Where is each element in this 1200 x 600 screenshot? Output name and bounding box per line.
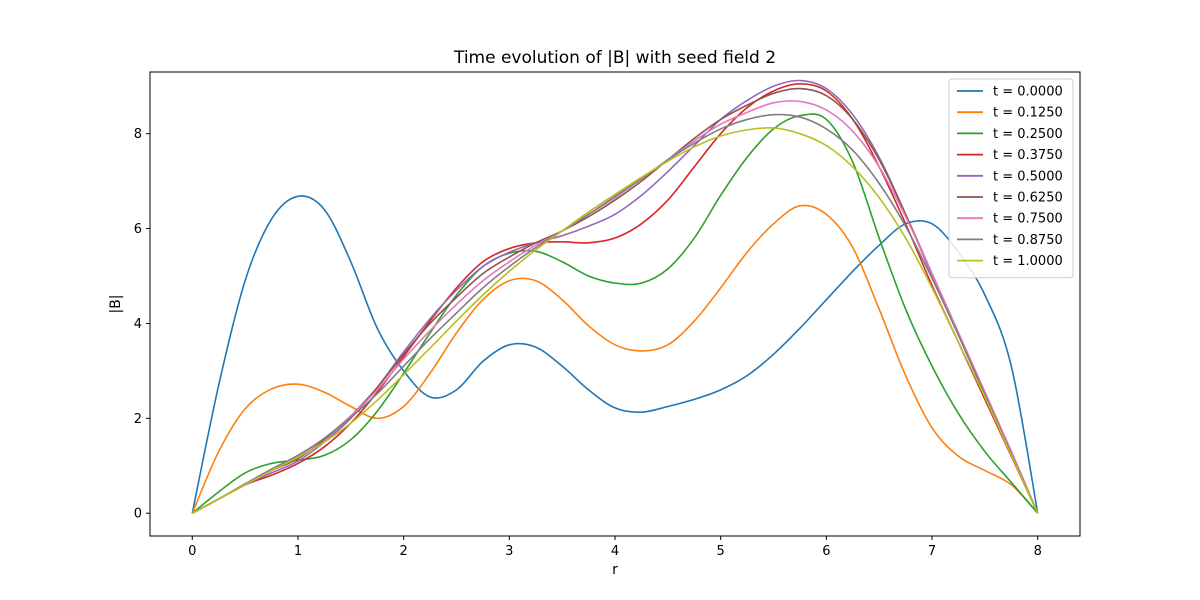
series-line-3 [191, 83, 1039, 514]
axis-ticks: 0 1 2 3 4 5 6 7 8 0 2 4 6 8 [134, 127, 1042, 559]
series-line-2 [191, 113, 1039, 514]
y-tick-label: 8 [134, 127, 142, 142]
series-line-8 [191, 127, 1039, 514]
legend-label-3: t = 0.3750 [993, 148, 1063, 163]
x-tick-label: 2 [399, 544, 407, 559]
x-tick-label: 1 [294, 544, 302, 559]
plot-border [149, 71, 1081, 537]
legend-label-8: t = 1.0000 [993, 254, 1063, 269]
x-tick-label: 5 [717, 544, 725, 559]
x-tick-label: 0 [188, 544, 196, 559]
y-axis-label: |B| [108, 294, 124, 313]
series-line-7 [191, 113, 1039, 514]
legend: t = 0.0000 t = 0.1250 t = 0.2500 t = 0.3750… [948, 78, 1074, 279]
chart-title: Time evolution of |B| with seed field 2 [453, 48, 776, 68]
legend-label-5: t = 0.6250 [993, 191, 1063, 206]
legend-label-4: t = 0.5000 [993, 169, 1063, 184]
y-tick-label: 4 [134, 317, 142, 332]
x-tick-label: 8 [1034, 544, 1042, 559]
y-tick-label: 2 [134, 412, 142, 427]
legend-box [948, 78, 1074, 279]
legend-label-2: t = 0.2500 [993, 127, 1063, 142]
x-axis-label: r [612, 562, 618, 578]
legend-label-1: t = 0.1250 [993, 106, 1063, 121]
legend-label-6: t = 0.7500 [993, 212, 1063, 227]
series-lines [191, 79, 1039, 514]
x-tick-label: 6 [822, 544, 830, 559]
x-tick-label: 3 [505, 544, 513, 559]
legend-label-7: t = 0.8750 [993, 233, 1063, 248]
series-line-1 [191, 204, 1039, 514]
legend-label-0: t = 0.0000 [993, 85, 1063, 100]
x-tick-label: 7 [928, 544, 936, 559]
y-tick-label: 0 [134, 507, 142, 522]
x-tick-label: 4 [611, 544, 619, 559]
y-tick-label: 6 [134, 222, 142, 237]
